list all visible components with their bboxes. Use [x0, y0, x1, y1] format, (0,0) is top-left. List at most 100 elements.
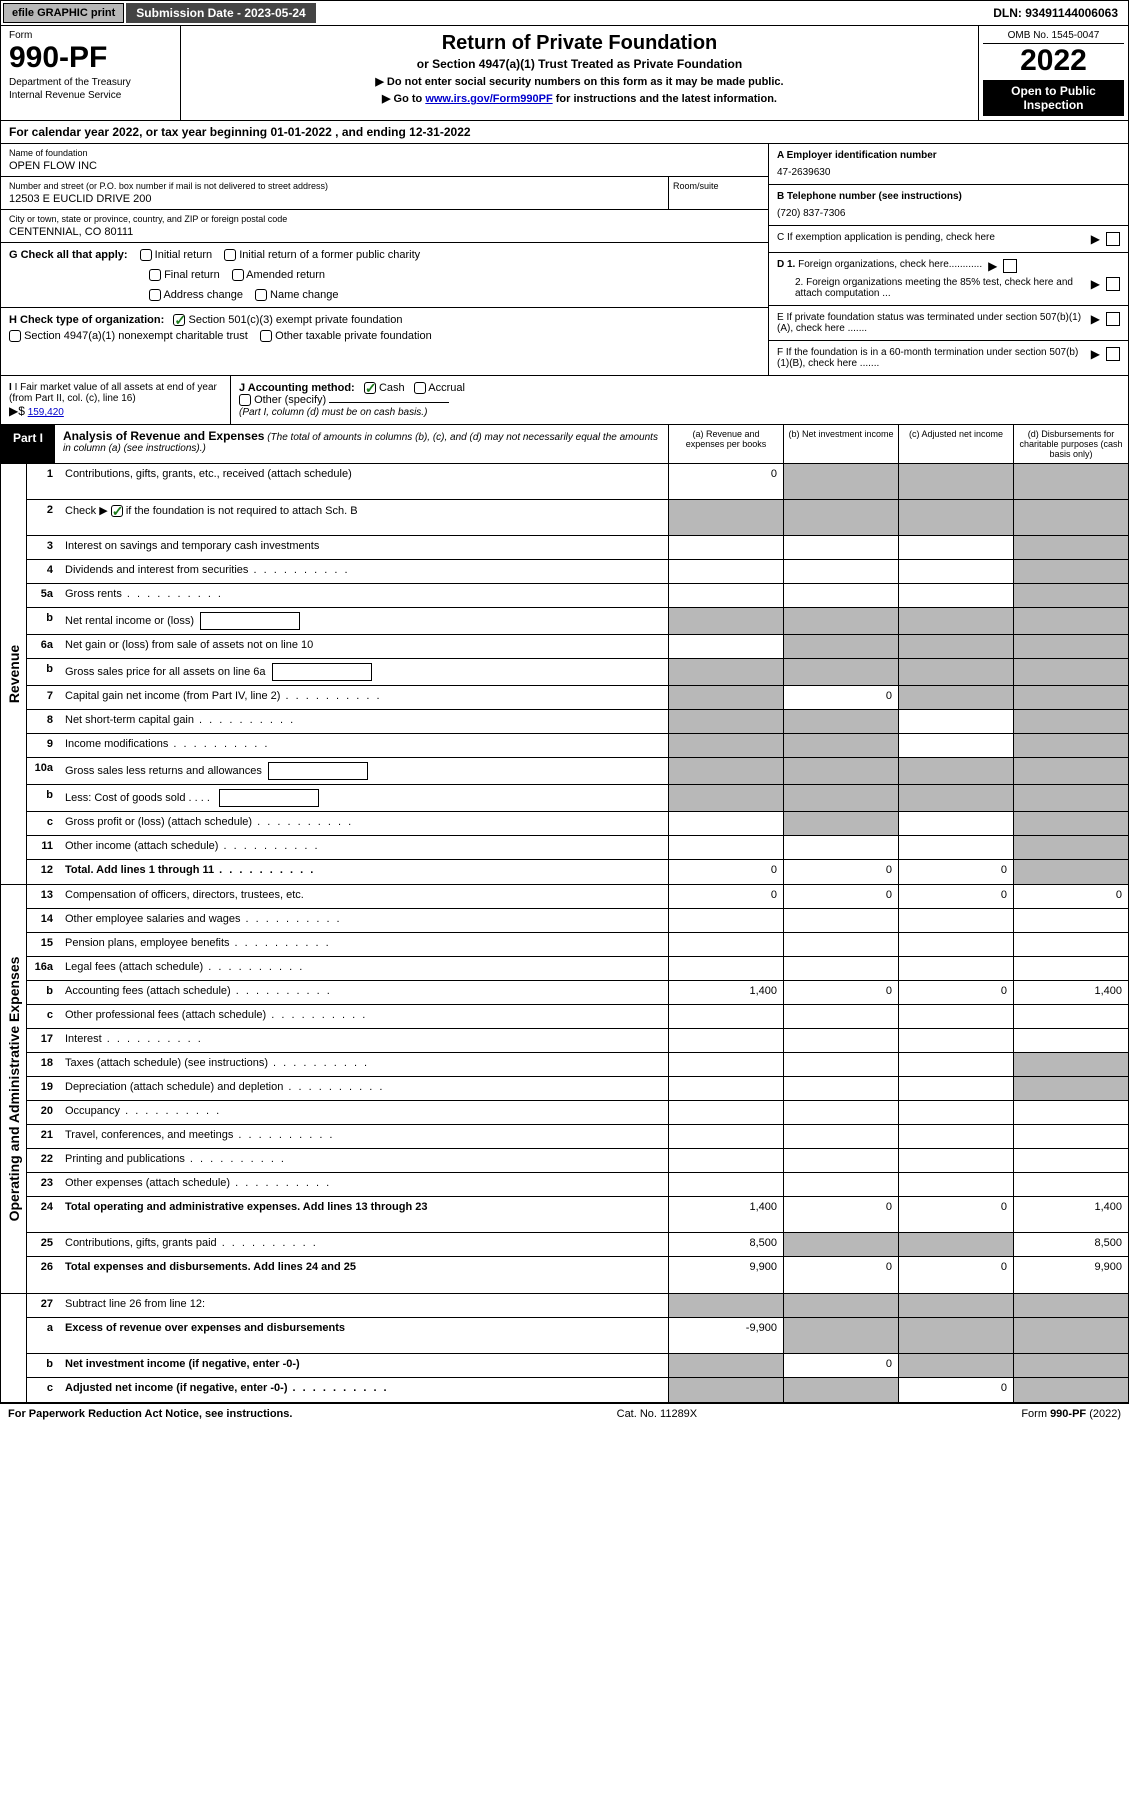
ein-cell: A Employer identification number 47-2639…	[769, 144, 1128, 185]
top-bar: efile GRAPHIC print Submission Date - 20…	[0, 0, 1129, 26]
table-row: 12Total. Add lines 1 through 11000	[27, 860, 1128, 884]
address-value: 12503 E EUCLID DRIVE 200	[9, 193, 658, 205]
irs-link[interactable]: www.irs.gov/Form990PF	[425, 93, 552, 105]
c-checkbox[interactable]	[1106, 232, 1120, 246]
other-taxable-checkbox[interactable]	[260, 330, 272, 342]
r26-c: 0	[898, 1257, 1013, 1293]
ein-label: A Employer identification number	[777, 150, 937, 161]
h-check-row: H Check type of organization: Section 50…	[1, 308, 768, 348]
r16b-desc: Accounting fees (attach schedule)	[59, 981, 668, 1004]
initial-former-checkbox[interactable]	[224, 249, 236, 261]
g-opt-2: Final return	[164, 269, 220, 281]
r16c-desc: Other professional fees (attach schedule…	[59, 1005, 668, 1028]
footer-center: Cat. No. 11289X	[617, 1408, 698, 1420]
r24-d: 1,400	[1013, 1197, 1128, 1232]
r27c-c: 0	[898, 1378, 1013, 1402]
info-grid: Name of foundation OPEN FLOW INC Number …	[0, 144, 1129, 376]
table-row: 5aGross rents	[27, 584, 1128, 608]
r13-b: 0	[783, 885, 898, 908]
city-label: City or town, state or province, country…	[9, 214, 760, 224]
part1-title: Analysis of Revenue and Expenses	[63, 429, 264, 443]
info-right: A Employer identification number 47-2639…	[768, 144, 1128, 375]
r13-a: 0	[668, 885, 783, 908]
h-opt-3: Other taxable private foundation	[275, 330, 432, 342]
g-opt-0: Initial return	[155, 249, 212, 261]
f-checkbox[interactable]	[1106, 347, 1120, 361]
r25-a: 8,500	[668, 1233, 783, 1256]
r11-desc: Other income (attach schedule)	[59, 836, 668, 859]
accrual-checkbox[interactable]	[414, 382, 426, 394]
table-row: 16aLegal fees (attach schedule)	[27, 957, 1128, 981]
col-b-header: (b) Net investment income	[783, 425, 898, 463]
h-label: H Check type of organization:	[9, 314, 164, 326]
r23-desc: Other expenses (attach schedule)	[59, 1173, 668, 1196]
r2-desc: Check ▶ if the foundation is not require…	[59, 500, 668, 535]
name-change-checkbox[interactable]	[255, 289, 267, 301]
fmv-value-link[interactable]: 159,420	[28, 407, 64, 418]
part1-label: Part I	[1, 425, 55, 463]
arrow-icon: ▶	[1091, 232, 1100, 246]
final-return-checkbox[interactable]	[149, 269, 161, 281]
phone-value: (720) 837-7306	[777, 208, 845, 219]
table-row: aExcess of revenue over expenses and dis…	[27, 1318, 1128, 1354]
4947-checkbox[interactable]	[9, 330, 21, 342]
efile-print-button[interactable]: efile GRAPHIC print	[3, 3, 124, 23]
j-other: Other (specify)	[254, 394, 326, 406]
h-opt-2: Section 4947(a)(1) nonexempt charitable …	[24, 330, 248, 342]
expenses-side-label: Operating and Administrative Expenses	[1, 885, 27, 1293]
table-row: 6aNet gain or (loss) from sale of assets…	[27, 635, 1128, 659]
revenue-side-label: Revenue	[1, 464, 27, 884]
table-row: 20Occupancy	[27, 1101, 1128, 1125]
e-checkbox[interactable]	[1106, 312, 1120, 326]
r24-desc: Total operating and administrative expen…	[59, 1197, 668, 1232]
j-note: (Part I, column (d) must be on cash basi…	[239, 407, 427, 418]
dln-number: DLN: 93491144006063	[985, 3, 1126, 23]
table-row: 2Check ▶ if the foundation is not requir…	[27, 500, 1128, 536]
r12-a: 0	[668, 860, 783, 884]
d1-checkbox[interactable]	[1003, 259, 1017, 273]
other-checkbox[interactable]	[239, 394, 251, 406]
address-change-checkbox[interactable]	[149, 289, 161, 301]
r3-desc: Interest on savings and temporary cash i…	[59, 536, 668, 559]
table-row: cOther professional fees (attach schedul…	[27, 1005, 1128, 1029]
r12-c: 0	[898, 860, 1013, 884]
foundation-name-label: Name of foundation	[9, 148, 760, 158]
header-right: OMB No. 1545-0047 2022 Open to Public In…	[978, 26, 1128, 120]
r26-a: 9,900	[668, 1257, 783, 1293]
r12-b: 0	[783, 860, 898, 884]
j-column: J Accounting method: Cash Accrual Other …	[231, 376, 1128, 424]
r8-desc: Net short-term capital gain	[59, 710, 668, 733]
g-check-row: G Check all that apply: Initial return I…	[1, 243, 768, 308]
arrow-icon: ▶$	[9, 404, 25, 418]
r20-desc: Occupancy	[59, 1101, 668, 1124]
table-row: 7Capital gain net income (from Part IV, …	[27, 686, 1128, 710]
phone-cell: B Telephone number (see instructions) (7…	[769, 185, 1128, 226]
table-row: bNet rental income or (loss)	[27, 608, 1128, 635]
r24-c: 0	[898, 1197, 1013, 1232]
501c3-checkbox[interactable]	[173, 314, 185, 326]
col-a-header: (a) Revenue and expenses per books	[668, 425, 783, 463]
r24-a: 1,400	[668, 1197, 783, 1232]
r27b-b: 0	[783, 1354, 898, 1377]
r26-d: 9,900	[1013, 1257, 1128, 1293]
room-suite-label: Room/suite	[668, 177, 768, 209]
c-text: C If exemption application is pending, c…	[777, 232, 1085, 243]
d2-checkbox[interactable]	[1106, 277, 1120, 291]
table-row: bAccounting fees (attach schedule)1,4000…	[27, 981, 1128, 1005]
schb-checkbox[interactable]	[111, 505, 123, 517]
amended-return-checkbox[interactable]	[232, 269, 244, 281]
table-row: 3Interest on savings and temporary cash …	[27, 536, 1128, 560]
table-row: 22Printing and publications	[27, 1149, 1128, 1173]
cash-checkbox[interactable]	[364, 382, 376, 394]
r25-desc: Contributions, gifts, grants paid	[59, 1233, 668, 1256]
page-footer: For Paperwork Reduction Act Notice, see …	[0, 1403, 1129, 1424]
expenses-table: Operating and Administrative Expenses 13…	[0, 885, 1129, 1294]
form-header: Form 990-PF Department of the Treasury I…	[0, 26, 1129, 121]
r21-desc: Travel, conferences, and meetings	[59, 1125, 668, 1148]
table-row: 14Other employee salaries and wages	[27, 909, 1128, 933]
r6b-desc: Gross sales price for all assets on line…	[59, 659, 668, 685]
table-row: 27Subtract line 26 from line 12:	[27, 1294, 1128, 1318]
table-row: 15Pension plans, employee benefits	[27, 933, 1128, 957]
r13-d: 0	[1013, 885, 1128, 908]
initial-return-checkbox[interactable]	[140, 249, 152, 261]
